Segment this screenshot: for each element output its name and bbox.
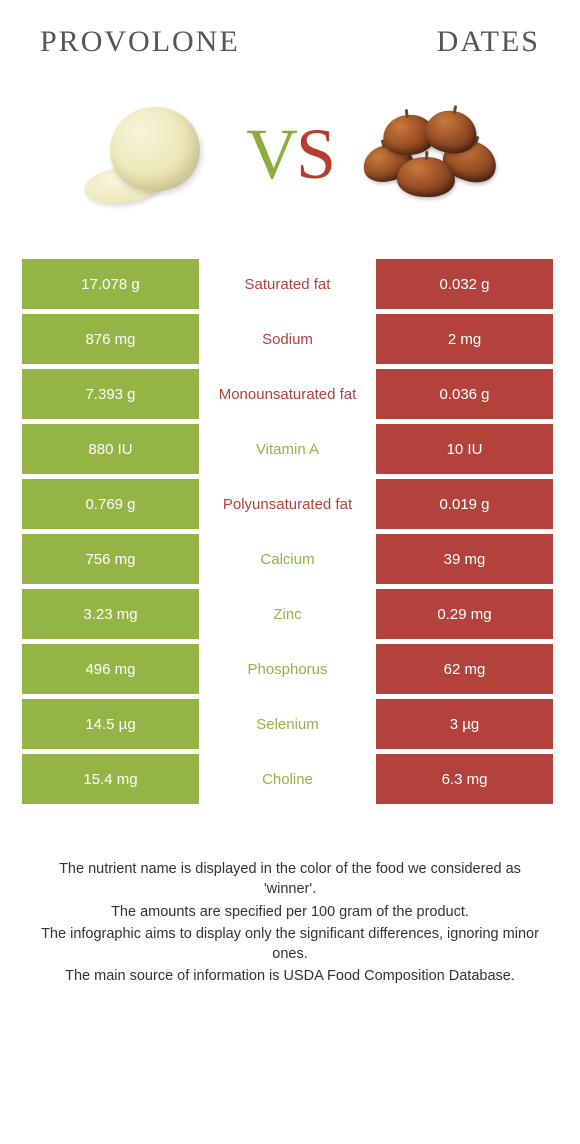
table-row: 7.393 gMonounsaturated fat0.036 g bbox=[22, 369, 558, 419]
nutrient-label: Selenium bbox=[204, 699, 371, 749]
value-left: 15.4 mg bbox=[22, 754, 199, 804]
table-row: 14.5 µgSelenium3 µg bbox=[22, 699, 558, 749]
value-left: 17.078 g bbox=[22, 259, 199, 309]
title-right: Dates bbox=[437, 25, 540, 59]
footer-line: The infographic aims to display only the… bbox=[40, 924, 540, 965]
value-left: 7.393 g bbox=[22, 369, 199, 419]
nutrient-label: Vitamin A bbox=[204, 424, 371, 474]
hero-row: VS bbox=[20, 89, 560, 219]
nutrient-label: Calcium bbox=[204, 534, 371, 584]
table-row: 0.769 gPolyunsaturated fat0.019 g bbox=[22, 479, 558, 529]
table-row: 876 mgSodium2 mg bbox=[22, 314, 558, 364]
value-left: 876 mg bbox=[22, 314, 199, 364]
title-left: Provolone bbox=[40, 25, 240, 59]
vs-v: V bbox=[246, 113, 296, 196]
value-right: 0.036 g bbox=[376, 369, 553, 419]
nutrient-label: Polyunsaturated fat bbox=[204, 479, 371, 529]
value-left: 3.23 mg bbox=[22, 589, 199, 639]
nutrient-label: Zinc bbox=[204, 589, 371, 639]
vs-s: S bbox=[296, 113, 334, 196]
value-right: 3 µg bbox=[376, 699, 553, 749]
nutrient-label: Phosphorus bbox=[204, 644, 371, 694]
footer-line: The amounts are specified per 100 gram o… bbox=[40, 902, 540, 922]
dates-image bbox=[352, 89, 507, 219]
footer-line: The main source of information is USDA F… bbox=[40, 966, 540, 986]
value-right: 2 mg bbox=[376, 314, 553, 364]
footer-line: The nutrient name is displayed in the co… bbox=[40, 859, 540, 900]
value-left: 0.769 g bbox=[22, 479, 199, 529]
nutrient-table: 17.078 gSaturated fat0.032 g876 mgSodium… bbox=[20, 259, 560, 804]
value-left: 14.5 µg bbox=[22, 699, 199, 749]
value-right: 6.3 mg bbox=[376, 754, 553, 804]
nutrient-label: Saturated fat bbox=[204, 259, 371, 309]
value-right: 10 IU bbox=[376, 424, 553, 474]
value-right: 0.29 mg bbox=[376, 589, 553, 639]
vs-label: VS bbox=[246, 113, 334, 196]
table-row: 15.4 mgCholine6.3 mg bbox=[22, 754, 558, 804]
nutrient-label: Sodium bbox=[204, 314, 371, 364]
value-right: 0.032 g bbox=[376, 259, 553, 309]
provolone-image bbox=[73, 89, 228, 219]
table-row: 3.23 mgZinc0.29 mg bbox=[22, 589, 558, 639]
table-row: 880 IUVitamin A10 IU bbox=[22, 424, 558, 474]
value-right: 62 mg bbox=[376, 644, 553, 694]
title-row: Provolone Dates bbox=[20, 25, 560, 59]
footer-text: The nutrient name is displayed in the co… bbox=[20, 859, 560, 987]
table-row: 496 mgPhosphorus62 mg bbox=[22, 644, 558, 694]
table-row: 756 mgCalcium39 mg bbox=[22, 534, 558, 584]
value-left: 880 IU bbox=[22, 424, 199, 474]
nutrient-label: Choline bbox=[204, 754, 371, 804]
nutrient-label: Monounsaturated fat bbox=[204, 369, 371, 419]
value-right: 39 mg bbox=[376, 534, 553, 584]
table-row: 17.078 gSaturated fat0.032 g bbox=[22, 259, 558, 309]
value-right: 0.019 g bbox=[376, 479, 553, 529]
value-left: 756 mg bbox=[22, 534, 199, 584]
value-left: 496 mg bbox=[22, 644, 199, 694]
